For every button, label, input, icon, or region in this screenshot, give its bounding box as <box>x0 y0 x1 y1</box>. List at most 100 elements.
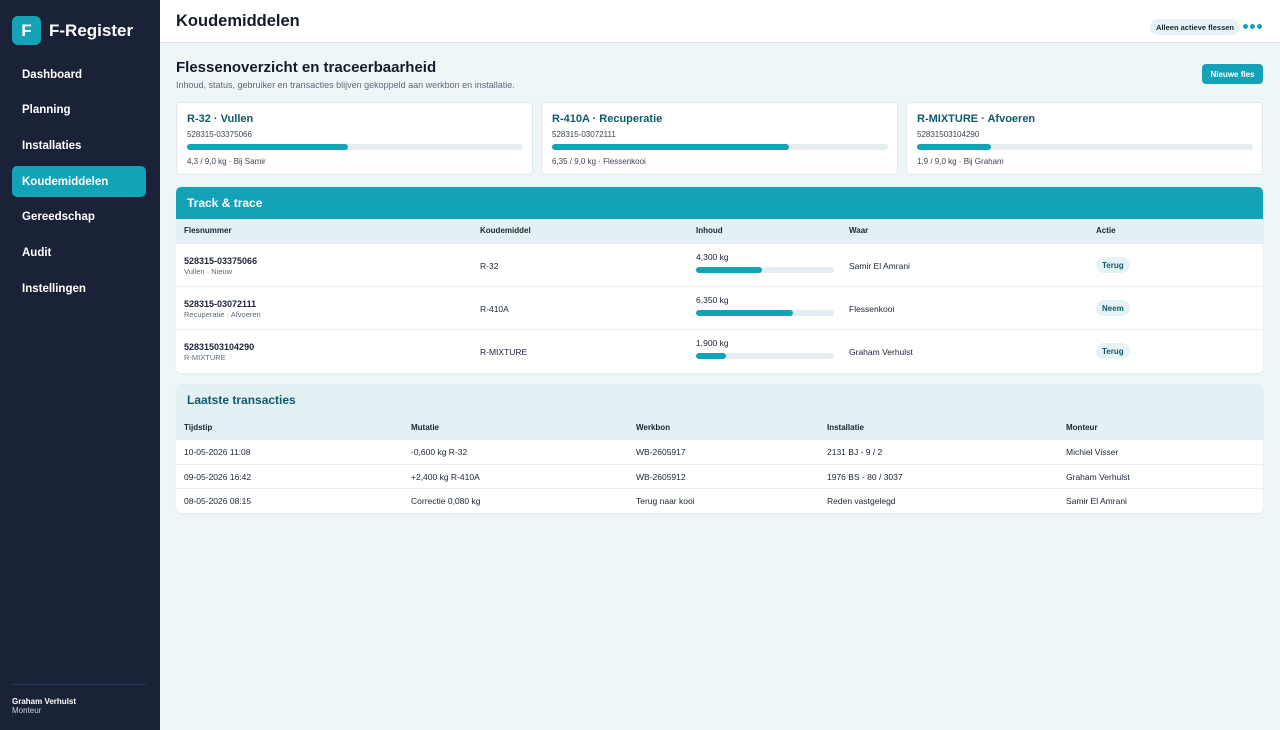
card-fill-bar <box>552 144 888 150</box>
take-button[interactable]: Neem <box>1096 300 1130 316</box>
table-row: 10-05-2026 11:08 -0,600 kg R-32 WB-26059… <box>176 439 1263 464</box>
track-trace-panel: Track & trace Flesnummer Koudemiddel Inh… <box>176 187 1263 373</box>
card-meta: 4,3 / 9,0 kg · Bij Samir <box>187 157 266 166</box>
bottle-status: Recuperatie · Afvoeren <box>184 310 261 319</box>
sidebar-nav: Dashboard Planning Installaties Koudemid… <box>12 59 146 309</box>
section-subtitle: Inhoud, status, gebruiker en transacties… <box>176 80 515 90</box>
column-header: Actie <box>1096 226 1116 235</box>
card-meta: 6,35 / 9,0 kg · Flessenkooi <box>552 157 646 166</box>
card-serial: 528315-03375066 <box>187 130 252 139</box>
bottle-status: Vullen · Nieuw <box>184 267 233 276</box>
work-order: Terug naar kooi <box>636 496 695 506</box>
track-trace-header-row: Flesnummer Koudemiddel Inhoud Waar Actie <box>176 219 1263 243</box>
bottle-card[interactable]: R-MIXTURE · Afvoeren 52831503104290 1,9 … <box>906 102 1263 175</box>
sidebar-item-dashboard[interactable]: Dashboard <box>22 68 83 81</box>
column-header: Koudemiddel <box>480 226 531 235</box>
location: Flessenkooi <box>849 304 895 314</box>
sidebar-item-installaties[interactable]: Installaties <box>22 139 82 152</box>
column-header: Waar <box>849 226 869 235</box>
content-fill <box>696 267 762 273</box>
table-row: 528315-03072111 Recuperatie · Afvoeren R… <box>176 286 1263 329</box>
column-header: Mutatie <box>411 423 439 432</box>
column-header: Tijdstip <box>184 423 213 432</box>
card-serial: 52831503104290 <box>917 130 980 139</box>
sidebar-item-audit[interactable]: Audit <box>22 246 52 259</box>
sidebar-divider <box>12 684 146 685</box>
location: Graham Verhulst <box>849 347 913 357</box>
sidebar: F F-Register Dashboard Planning Installa… <box>0 0 160 730</box>
content-amount: 1,900 kg <box>696 338 729 348</box>
content-fill <box>696 353 727 359</box>
bottle-number: 528315-03375066 <box>184 256 258 266</box>
installation: 1976 BS - 80 / 3037 <box>827 471 903 482</box>
card-meta: 1,9 / 9,0 kg · Bij Graham <box>917 157 1004 166</box>
return-button[interactable]: Terug <box>1096 257 1130 273</box>
table-row: 08-05-2026 08:15 Correctie 0,080 kg Teru… <box>176 488 1263 513</box>
user-name: Graham Verhulst <box>12 697 77 706</box>
timestamp: 08-05-2026 08:15 <box>184 496 252 506</box>
card-serial: 528315-03072111 <box>552 130 616 139</box>
sidebar-item-gereedschap[interactable]: Gereedschap <box>22 211 95 224</box>
refrigerant: R-MIXTURE <box>480 347 528 357</box>
content-amount: 4,300 kg <box>696 252 729 262</box>
bottle-number: 52831503104290 <box>184 342 255 352</box>
refrigerant: R-32 <box>480 261 499 271</box>
column-header: Inhoud <box>696 226 723 235</box>
content-bar <box>696 267 834 273</box>
timestamp: 09-05-2026 16:42 <box>184 471 252 482</box>
content-bar <box>696 310 834 316</box>
installation: Reden vastgelegd <box>827 496 896 506</box>
brand[interactable]: F F-Register <box>12 16 133 45</box>
column-header: Installatie <box>827 423 864 432</box>
content-fill <box>696 310 794 316</box>
return-button[interactable]: Terug <box>1096 343 1130 359</box>
table-row: 52831503104290 R-MIXTURE R-MIXTURE 1,900… <box>176 329 1263 372</box>
transactions-title: Laatste transacties <box>176 384 1263 416</box>
app-name: F-Register <box>49 20 134 40</box>
column-header: Werkbon <box>636 423 671 432</box>
mutation: +2,400 kg R-410A <box>411 471 480 482</box>
card-fill <box>552 144 790 150</box>
bottle-status: R-MIXTURE <box>184 353 226 362</box>
sidebar-item-planning[interactable]: Planning <box>22 104 71 117</box>
transactions-header-row: Tijdstip Mutatie Werkbon Installatie Mon… <box>176 416 1263 439</box>
active-bottles-filter-toggle[interactable]: Alleen actieve flessen <box>1150 19 1240 35</box>
card-fill <box>917 144 991 150</box>
content-bar <box>696 353 834 359</box>
column-header: Monteur <box>1066 423 1098 432</box>
card-title: R-MIXTURE · Afvoeren <box>917 113 1036 125</box>
content-amount: 6,350 kg <box>696 295 729 305</box>
ellipsis-icon[interactable] <box>1243 24 1262 29</box>
table-row: 528315-03375066 Vullen · Nieuw R-32 4,30… <box>176 243 1263 286</box>
column-header: Flesnummer <box>184 226 232 235</box>
refrigerant: R-410A <box>480 304 509 314</box>
track-trace-title: Track & trace <box>176 187 1263 219</box>
card-title: R-32 · Vullen <box>187 113 254 125</box>
page-title: Koudemiddelen <box>176 12 300 30</box>
card-title: R-410A · Recuperatie <box>552 113 663 125</box>
work-order: WB-2605912 <box>636 471 686 482</box>
sidebar-item-koudemiddelen[interactable]: Koudemiddelen <box>12 166 146 198</box>
bottle-card[interactable]: R-32 · Vullen 528315-03375066 4,3 / 9,0 … <box>176 102 533 175</box>
installation: 2131 BJ - 9 / 2 <box>827 447 883 457</box>
timestamp: 10-05-2026 11:08 <box>184 447 251 457</box>
card-fill <box>187 144 348 150</box>
work-order: WB-2605917 <box>636 447 686 457</box>
technician: Michiel Visser <box>1066 447 1119 457</box>
topbar: Koudemiddelen Alleen actieve flessen <box>160 0 1280 43</box>
bottle-number: 528315-03072111 <box>184 299 257 309</box>
bottle-card[interactable]: R-410A · Recuperatie 528315-03072111 6,3… <box>541 102 898 175</box>
section-title: Flessenoverzicht en traceerbaarheid <box>176 59 437 76</box>
transactions-panel: Laatste transacties Tijdstip Mutatie Wer… <box>176 384 1263 513</box>
mutation: -0,600 kg R-32 <box>411 447 468 457</box>
sidebar-item-instellingen[interactable]: Instellingen <box>22 282 86 295</box>
user-role: Monteur <box>12 706 42 715</box>
app-logo: F <box>12 16 41 45</box>
new-bottle-button[interactable]: Nieuwe fles <box>1202 64 1263 84</box>
card-fill-bar <box>187 144 523 150</box>
card-fill-bar <box>917 144 1253 150</box>
location: Samir El Amrani <box>849 261 910 271</box>
technician: Graham Verhulst <box>1066 471 1130 482</box>
technician: Samir El Amrani <box>1066 496 1127 506</box>
table-row: 09-05-2026 16:42 +2,400 kg R-410A WB-260… <box>176 463 1263 489</box>
